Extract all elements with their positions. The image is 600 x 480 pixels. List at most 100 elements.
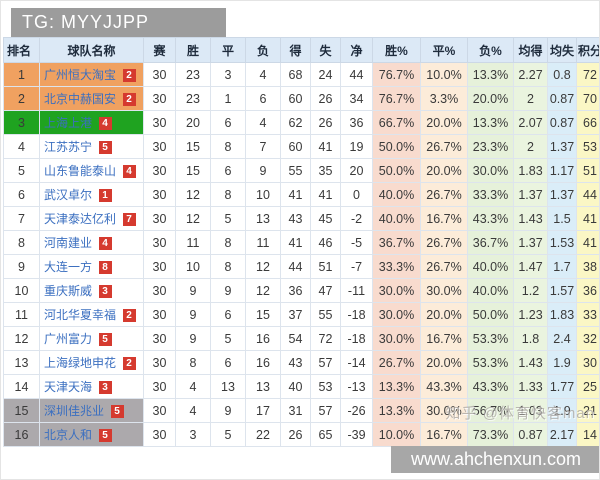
stat-cell: 38	[576, 254, 599, 279]
stat-cell: -26	[340, 398, 373, 423]
stat-cell: 36	[340, 110, 373, 135]
streak-badge: 3	[98, 285, 112, 298]
column-header: 均得	[513, 37, 548, 63]
team-name: 广州恒大淘宝	[44, 68, 117, 82]
streak-badge: 2	[122, 69, 136, 82]
stat-cell: 36	[280, 278, 311, 303]
standings-table: 排名 球队名称赛胜平负得失净胜% 平% 负% 均得 均失 积分 1 广州恒大淘宝 2 30 2…	[3, 37, 599, 447]
footer-url-bar: www.ahchenxun.com	[391, 446, 599, 473]
stat-cell: -14	[340, 350, 373, 375]
stat-cell: 6	[210, 110, 246, 135]
stat-cell: 15	[175, 158, 211, 183]
team-name: 上海上港	[44, 116, 93, 130]
stat-cell: 3	[175, 422, 211, 447]
stat-cell: 0.87	[513, 422, 548, 447]
table-row: 13 上海绿地申花 2 30 8 6 16 43 57 -14 26.7% 20.0% 53.3%…	[3, 350, 599, 375]
stat-cell: 20.0%	[420, 110, 468, 135]
stat-cell: -11	[340, 278, 373, 303]
stat-cell: 17	[245, 398, 281, 423]
stat-cell: 2.07	[513, 110, 548, 135]
stat-cell: 1.9	[547, 350, 577, 375]
stat-cell: 30.0%	[372, 326, 421, 351]
stat-cell: 4	[175, 374, 211, 399]
stat-cell: 16.7%	[420, 206, 468, 231]
stat-cell: 26.7%	[420, 134, 468, 159]
team-name: 深圳佳兆业	[44, 404, 105, 418]
stat-cell: 30	[143, 254, 176, 279]
stat-cell: 2.17	[547, 422, 577, 447]
stat-cell: 1.47	[513, 254, 548, 279]
table-row: 11 河北华夏幸福 2 30 9 6 15 37 55 -18 30.0% 20.0% 50.0%…	[3, 302, 599, 327]
streak-badge: 4	[98, 237, 112, 250]
stat-cell: 30	[143, 206, 176, 231]
stat-cell: -18	[340, 302, 373, 327]
stat-cell: 30	[143, 158, 176, 183]
team-cell: 河北华夏幸福 2	[39, 302, 144, 327]
column-header: 球队名称	[39, 37, 144, 63]
stat-cell: 1.37	[547, 134, 577, 159]
stat-cell: 30	[143, 278, 176, 303]
stat-cell: 76.7%	[372, 62, 421, 87]
stat-cell: 12	[175, 182, 211, 207]
stat-cell: 51	[576, 158, 599, 183]
team-cell: 江苏苏宁 5	[39, 134, 144, 159]
stat-cell: 51	[310, 254, 341, 279]
stat-cell: 33	[576, 302, 599, 327]
streak-badge: 5	[98, 333, 112, 346]
stat-cell: 8	[210, 230, 246, 255]
team-name: 北京人和	[44, 428, 93, 442]
team-name: 江苏苏宁	[44, 140, 93, 154]
stat-cell: 55	[310, 302, 341, 327]
stat-cell: 30	[143, 182, 176, 207]
stat-cell: 35	[310, 158, 341, 183]
stat-cell: 50.0%	[372, 158, 421, 183]
stat-cell: 19	[340, 134, 373, 159]
stat-cell: 33.3%	[467, 182, 514, 207]
team-name: 天津天海	[44, 380, 93, 394]
stat-cell: 62	[280, 110, 311, 135]
stat-cell: 40	[280, 374, 311, 399]
stat-cell: 3	[210, 62, 246, 87]
streak-badge: 7	[122, 213, 136, 226]
stat-cell: 36.7%	[467, 230, 514, 255]
table-row: 7 天津泰达亿利 7 30 12 5 13 43 45 -2 40.0% 16.7% 43.3% 1…	[3, 206, 599, 231]
streak-badge: 5	[110, 405, 124, 418]
stat-cell: 16.7%	[420, 326, 468, 351]
stat-cell: 40.0%	[372, 206, 421, 231]
stat-cell: 12	[245, 278, 281, 303]
stat-cell: 9	[210, 398, 246, 423]
stat-cell: 30	[143, 422, 176, 447]
stat-cell: 9	[210, 278, 246, 303]
stat-cell: 6	[210, 158, 246, 183]
stat-cell: 72	[310, 326, 341, 351]
stat-cell: 16.7%	[420, 422, 468, 447]
stat-cell: 76.7%	[372, 86, 421, 111]
stat-cell: 1.7	[547, 254, 577, 279]
stat-cell: 22	[245, 422, 281, 447]
team-name: 广州富力	[44, 332, 93, 346]
rank-cell: 10	[3, 278, 40, 303]
stat-cell: 20.0%	[420, 350, 468, 375]
stat-cell: 5	[210, 206, 246, 231]
rank-cell: 1	[3, 62, 40, 87]
stat-cell: 23	[175, 86, 211, 111]
team-cell: 北京人和 5	[39, 422, 144, 447]
stat-cell: 40.0%	[467, 278, 514, 303]
stat-cell: 1.37	[547, 182, 577, 207]
stat-cell: 8	[175, 350, 211, 375]
team-name: 河南建业	[44, 236, 93, 250]
column-header: 平%	[420, 37, 468, 63]
stat-cell: 25	[576, 374, 599, 399]
stat-cell: 30	[143, 398, 176, 423]
stat-cell: 50.0%	[372, 134, 421, 159]
stat-cell: 41	[310, 182, 341, 207]
stat-cell: 20	[340, 158, 373, 183]
stat-cell: 30	[143, 86, 176, 111]
stat-cell: 9	[175, 302, 211, 327]
column-header: 平	[210, 37, 246, 63]
stat-cell: 40.0%	[467, 254, 514, 279]
streak-badge: 5	[98, 429, 112, 442]
rank-cell: 9	[3, 254, 40, 279]
column-header: 赛	[143, 37, 176, 63]
column-header: 失	[310, 37, 341, 63]
